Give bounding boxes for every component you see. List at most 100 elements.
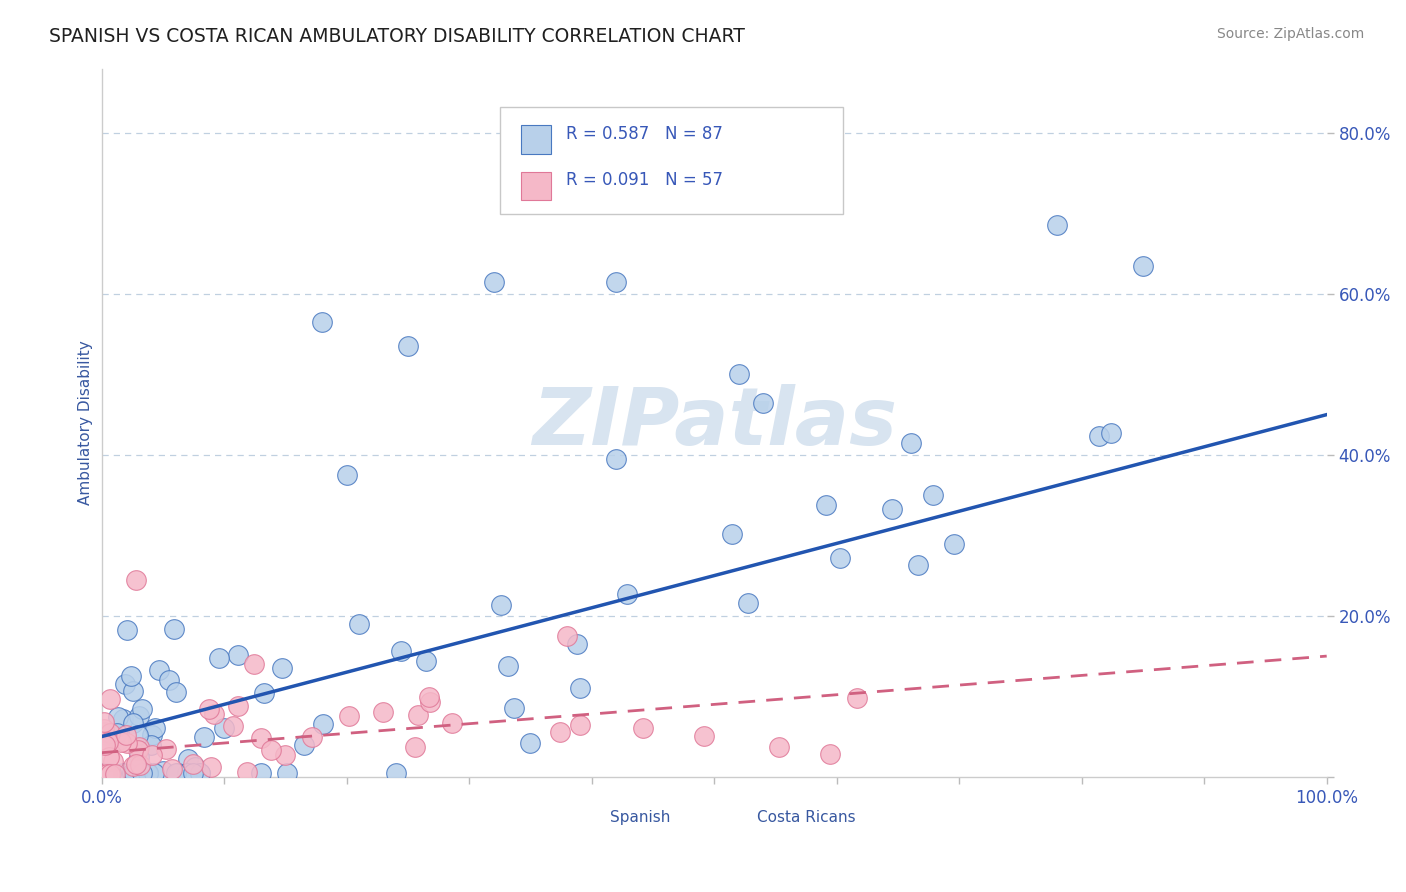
Point [311, 315, 333, 329]
Point [1101, 426, 1123, 441]
Point [96, 728, 118, 742]
Point [845, 690, 868, 705]
Bar [520, 126, 551, 153]
Point [385, 765, 408, 780]
Point [107, 710, 129, 724]
Point [165, 685, 187, 699]
Point [221, 719, 243, 733]
Point [818, 747, 841, 762]
Point [98, 767, 121, 781]
Point [440, 715, 463, 730]
Point [98, 692, 121, 706]
Point [693, 729, 716, 743]
Point [503, 700, 526, 714]
Point [250, 731, 273, 746]
Point [127, 728, 149, 742]
Point [260, 743, 283, 757]
Point [301, 730, 323, 744]
Point [568, 718, 591, 732]
Point [188, 765, 211, 780]
Point [125, 756, 148, 771]
Point [103, 754, 125, 768]
Point [96, 765, 118, 780]
Point [415, 654, 437, 668]
Point [752, 395, 775, 409]
Point [942, 537, 965, 551]
Point [496, 659, 519, 673]
Point [176, 765, 198, 780]
Point [131, 765, 153, 780]
Text: Costa Ricans: Costa Ricans [756, 810, 856, 825]
Point [157, 673, 180, 687]
Point [519, 736, 541, 750]
Point [276, 765, 298, 780]
Point [482, 275, 505, 289]
Point [138, 765, 160, 780]
Y-axis label: Ambulatory Disability: Ambulatory Disability [79, 341, 93, 505]
Point [616, 587, 638, 601]
Point [96, 767, 118, 781]
Point [633, 721, 655, 735]
Point [236, 765, 259, 780]
Point [136, 765, 159, 780]
Point [404, 740, 426, 755]
Point [155, 742, 177, 756]
Point [907, 558, 929, 572]
Point [128, 709, 150, 723]
Point [212, 721, 235, 735]
Point [814, 498, 837, 512]
Point [727, 368, 749, 382]
Point [93, 725, 115, 739]
Text: SPANISH VS COSTA RICAN AMBULATORY DISABILITY CORRELATION CHART: SPANISH VS COSTA RICAN AMBULATORY DISABI… [49, 27, 745, 45]
Point [141, 728, 163, 742]
Point [114, 728, 136, 742]
Point [548, 725, 571, 739]
Text: R = 0.587   N = 87: R = 0.587 N = 87 [565, 125, 723, 143]
Point [96, 767, 118, 781]
Point [167, 765, 190, 780]
Point [160, 762, 183, 776]
Point [121, 765, 143, 780]
Point [120, 669, 142, 683]
Point [152, 764, 174, 779]
Point [252, 686, 274, 700]
Point [100, 767, 122, 781]
Point [190, 765, 212, 780]
Point [177, 752, 200, 766]
Point [880, 502, 903, 516]
Point [208, 650, 231, 665]
Point [408, 708, 430, 723]
Point [115, 736, 138, 750]
Point [292, 738, 315, 752]
Point [418, 690, 440, 704]
Point [226, 648, 249, 663]
Point [104, 731, 127, 745]
Point [121, 759, 143, 773]
Point [181, 757, 204, 772]
Point [768, 740, 790, 755]
Point [131, 702, 153, 716]
Point [396, 339, 419, 353]
Point [1046, 219, 1069, 233]
Point [128, 750, 150, 764]
Point [96, 738, 118, 752]
Point [184, 760, 207, 774]
Point [555, 629, 578, 643]
Point [148, 663, 170, 677]
Point [97, 734, 120, 748]
Text: R = 0.091   N = 57: R = 0.091 N = 57 [565, 171, 723, 189]
Point [193, 730, 215, 744]
Point [98, 726, 121, 740]
FancyBboxPatch shape [499, 107, 842, 214]
Point [100, 765, 122, 780]
Bar [574, 805, 605, 829]
Point [96, 765, 118, 780]
Point [132, 765, 155, 780]
Point [226, 698, 249, 713]
Point [93, 738, 115, 752]
Point [108, 733, 131, 747]
Point [250, 765, 273, 780]
Point [93, 714, 115, 729]
Point [125, 573, 148, 587]
Text: Spanish: Spanish [610, 810, 671, 825]
